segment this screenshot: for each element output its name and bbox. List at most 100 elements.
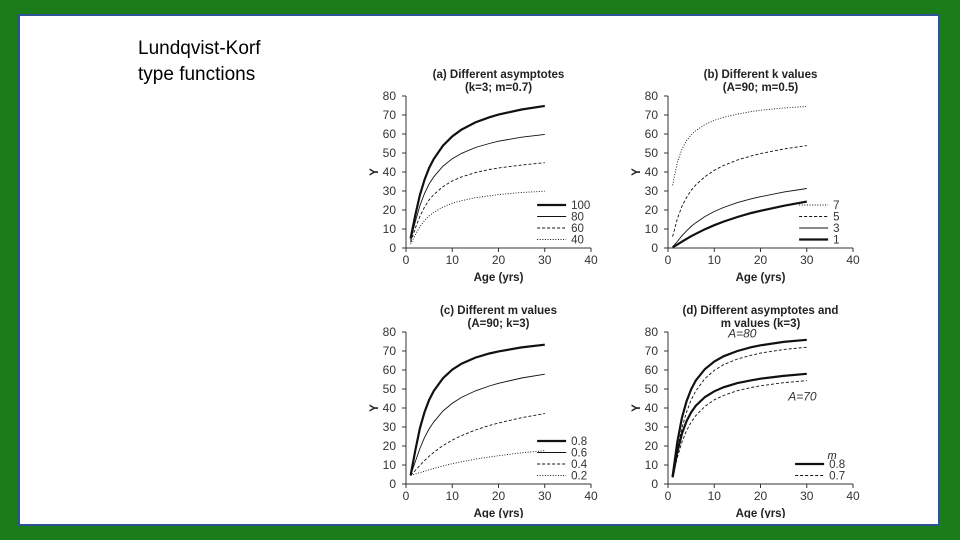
- x-axis-label: Age (yrs): [474, 272, 524, 284]
- y-tick-label: 40: [383, 401, 397, 415]
- legend-label: 0.2: [571, 471, 587, 483]
- x-axis-label: Age (yrs): [474, 508, 524, 518]
- series-line-4: [672, 380, 807, 478]
- series-line-2: [410, 373, 545, 476]
- series-line-1: [409, 104, 545, 239]
- y-axis-label: Y: [369, 404, 381, 412]
- x-axis-label: Age (yrs): [736, 272, 786, 284]
- legend-label: 0.8: [829, 459, 845, 471]
- y-tick-label: 20: [383, 203, 397, 217]
- x-axis-label: Age (yrs): [736, 508, 786, 518]
- x-tick-label: 40: [846, 489, 860, 503]
- series-line-3: [410, 162, 545, 243]
- chart-panel-3: (c) Different m values(A=90; k=3) 0 10 20 30…: [369, 305, 598, 518]
- legend-label: 3: [833, 223, 839, 235]
- x-tick-label: 10: [708, 489, 722, 503]
- y-tick-label: 30: [383, 184, 397, 198]
- chart-panel-1: (a) Different asymptotes(k=3; m=0.7) 0 10 2…: [369, 69, 598, 284]
- y-tick-label: 30: [383, 420, 397, 434]
- y-tick-label: 70: [383, 344, 397, 358]
- series-line-2: [672, 145, 807, 237]
- slide-title: Lundqvist-Korf type functions: [138, 36, 261, 88]
- slide-title-line-2: type functions: [138, 64, 256, 85]
- y-tick-label: 50: [383, 382, 397, 396]
- y-tick-label: 40: [645, 165, 659, 179]
- y-tick-label: 60: [645, 127, 659, 141]
- x-tick-label: 20: [492, 489, 506, 503]
- series-line-4: [410, 190, 545, 245]
- figure-panel-grid: (a) Different asymptotes(k=3; m=0.7)0 10 2…: [369, 69, 860, 518]
- y-tick-label: 50: [645, 382, 659, 396]
- y-tick-label: 40: [645, 401, 659, 415]
- legend-label: 0.8: [571, 436, 587, 448]
- y-tick-label: 60: [383, 127, 397, 141]
- series-line-1: [671, 338, 807, 477]
- y-tick-label: 30: [645, 184, 659, 198]
- x-tick-label: 0: [403, 489, 410, 503]
- chart-title: (a) Different asymptotes: [433, 69, 565, 81]
- series-line-2: [410, 133, 545, 241]
- legend-label: 60: [571, 223, 584, 235]
- y-tick-label: 20: [383, 439, 397, 453]
- y-axis-label: Y: [631, 168, 643, 176]
- chart-subtitle: (A=90; k=3): [467, 318, 529, 330]
- slide: Lundqvist-Korf type functions (a) Differ…: [18, 14, 940, 526]
- y-tick-label: 70: [383, 108, 397, 122]
- y-tick-label: 50: [383, 146, 397, 160]
- legend-label: 0.6: [571, 448, 587, 460]
- chart-subtitle: (A=90; m=0.5): [723, 82, 799, 94]
- slide-title-line-1: Lundqvist-Korf: [138, 38, 261, 59]
- x-tick-label: 40: [584, 489, 598, 503]
- y-tick-label: 40: [383, 165, 397, 179]
- series-line-3: [672, 188, 807, 248]
- series-line-3: [410, 413, 545, 476]
- legend-label: 100: [571, 200, 590, 212]
- x-tick-label: 30: [800, 489, 814, 503]
- x-tick-label: 20: [754, 253, 768, 267]
- x-tick-label: 30: [538, 253, 552, 267]
- x-tick-label: 10: [446, 253, 460, 267]
- chart-panel-2: (b) Different k values(A=90; m=0.5) 0 10 20…: [631, 69, 860, 284]
- legend-title: m: [828, 450, 837, 462]
- legend-label: 7: [833, 200, 839, 212]
- y-tick-label: 60: [383, 363, 397, 377]
- y-tick-label: 0: [389, 241, 396, 255]
- series-line-3: [671, 372, 807, 478]
- y-tick-label: 80: [383, 89, 397, 103]
- y-tick-label: 20: [645, 439, 659, 453]
- series-line-4: [672, 200, 807, 249]
- series-line-4: [410, 450, 545, 476]
- series-line-1: [409, 343, 545, 476]
- annotation-label: A=70: [787, 389, 817, 403]
- x-tick-label: 0: [403, 253, 410, 267]
- x-tick-label: 40: [584, 253, 598, 267]
- y-tick-label: 80: [383, 325, 397, 339]
- y-tick-label: 30: [645, 420, 659, 434]
- chart-subtitle: m values (k=3): [721, 318, 801, 330]
- y-tick-label: 10: [645, 222, 659, 236]
- y-tick-label: 10: [645, 458, 659, 472]
- y-tick-label: 0: [651, 477, 658, 491]
- x-tick-label: 40: [846, 253, 860, 267]
- x-tick-label: 10: [446, 489, 460, 503]
- legend-label: 80: [571, 212, 584, 224]
- y-tick-label: 0: [389, 477, 396, 491]
- y-tick-label: 20: [645, 203, 659, 217]
- x-tick-label: 20: [492, 253, 506, 267]
- legend-label: 0.7: [829, 471, 845, 483]
- chart-title: (b) Different k values: [704, 69, 818, 81]
- series-line-1: [672, 105, 807, 186]
- y-tick-label: 70: [645, 108, 659, 122]
- y-tick-label: 0: [651, 241, 658, 255]
- legend-label: 1: [833, 235, 839, 247]
- y-tick-label: 60: [645, 363, 659, 377]
- legend-label: 40: [571, 235, 584, 247]
- y-tick-label: 50: [645, 146, 659, 160]
- legend-label: 0.4: [571, 459, 588, 471]
- x-tick-label: 10: [708, 253, 722, 267]
- y-tick-label: 10: [383, 458, 397, 472]
- x-tick-label: 30: [538, 489, 552, 503]
- chart-title: (c) Different m values: [440, 305, 557, 317]
- y-tick-label: 10: [383, 222, 397, 236]
